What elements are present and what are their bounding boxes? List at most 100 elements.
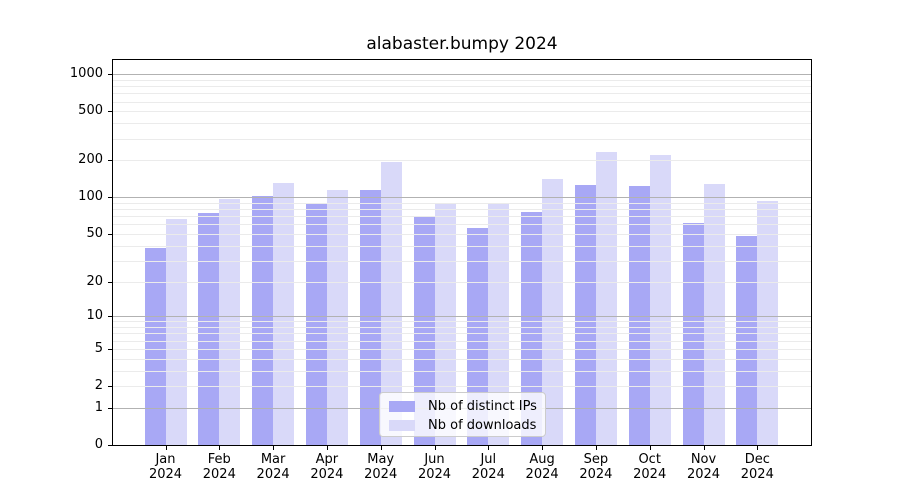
x-label-year: 2024 <box>202 467 236 482</box>
y-tick-label-0: 0 <box>94 437 103 452</box>
legend-swatch-downloads <box>389 420 415 431</box>
x-tick-mark-10 <box>649 446 651 450</box>
minor-gridline-90 <box>113 202 811 204</box>
minor-gridline-50 <box>113 233 811 235</box>
minor-gridline-900 <box>113 79 811 81</box>
x-tick-mark-2 <box>219 446 221 450</box>
x-label-month: May <box>367 452 395 467</box>
minor-gridline-6 <box>113 340 811 342</box>
y-tick-label-200: 200 <box>78 152 103 168</box>
y-tick-label-1: 1 <box>94 399 103 415</box>
bar-mar-2024-distinct-ips <box>252 196 274 445</box>
y-tick-mark-100 <box>108 197 113 199</box>
x-tick-mark-11 <box>703 446 705 450</box>
x-label-year: 2024 <box>686 467 721 482</box>
x-label-year: 2024 <box>364 467 398 482</box>
bar-sep-2024-downloads <box>595 152 617 445</box>
x-tick-label-feb-2024: Feb 2024 <box>187 452 251 482</box>
x-label-year: 2024 <box>525 467 559 482</box>
x-tick-label-may-2024: May 2024 <box>349 452 413 482</box>
minor-gridline-8 <box>113 327 811 328</box>
x-label-year: 2024 <box>417 467 452 482</box>
minor-gridline-70 <box>113 216 811 218</box>
x-tick-label-aug-2024: Aug 2024 <box>510 452 574 482</box>
bar-oct-2024-downloads <box>649 154 671 445</box>
major-gridline-100 <box>113 197 811 199</box>
y-tick-label-20: 20 <box>86 273 103 289</box>
y-tick-mark-500 <box>108 111 113 113</box>
bar-jun-2024-downloads <box>434 202 456 445</box>
x-label-month: Feb <box>207 452 231 467</box>
x-tick-label-nov-2024: Nov 2024 <box>672 452 736 482</box>
minor-gridline-800 <box>113 86 811 87</box>
x-tick-mark-6 <box>434 446 436 450</box>
minor-gridline-600 <box>113 101 811 103</box>
chart-title: alabaster.bumpy 2024 <box>366 34 558 54</box>
minor-gridline-2 <box>113 386 811 387</box>
x-tick-mark-9 <box>595 446 597 450</box>
y-tick-mark-10 <box>108 316 113 318</box>
bar-feb-2024-distinct-ips <box>198 213 220 445</box>
x-tick-label-jun-2024: Jun 2024 <box>403 452 467 482</box>
y-tick-label-5: 5 <box>94 340 103 356</box>
x-label-month: Apr <box>315 452 339 467</box>
bar-dec-2024-downloads <box>757 201 779 445</box>
y-tick-mark-20 <box>108 281 113 283</box>
x-label-month: Jun <box>424 452 445 467</box>
legend-item-downloads: Nb of downloads <box>380 416 545 435</box>
minor-gridline-700 <box>113 93 811 95</box>
x-label-month: Oct <box>638 452 661 467</box>
x-label-year: 2024 <box>310 467 344 482</box>
x-tick-label-jan-2024: Jan 2024 <box>134 452 198 482</box>
bar-may-2024-distinct-ips <box>359 189 381 445</box>
minor-gridline-20 <box>113 281 811 283</box>
minor-gridline-7 <box>113 333 811 335</box>
y-tick-mark-200 <box>108 160 113 162</box>
x-label-month: Dec <box>744 452 770 467</box>
x-label-month: Nov <box>690 452 717 467</box>
minor-gridline-500 <box>113 111 811 113</box>
x-tick-mark-4 <box>326 446 328 450</box>
x-tick-mark-1 <box>165 446 167 450</box>
bar-apr-2024-distinct-ips <box>305 202 327 445</box>
x-tick-label-oct-2024: Oct 2024 <box>618 452 682 482</box>
x-tick-label-apr-2024: Apr 2024 <box>295 452 359 482</box>
y-tick-mark-1 <box>108 407 113 409</box>
y-tick-label-10: 10 <box>86 308 103 324</box>
x-label-year: 2024 <box>740 467 774 482</box>
minor-gridline-9 <box>113 321 811 323</box>
minor-gridline-60 <box>113 224 811 226</box>
bar-jan-2024-distinct-ips <box>144 248 166 445</box>
legend-item-distinct-ips: Nb of distinct IPs <box>380 397 545 416</box>
bar-apr-2024-downloads <box>326 189 348 445</box>
x-tick-label-jul-2024: Jul 2024 <box>456 452 520 482</box>
y-tick-label-100: 100 <box>78 189 103 205</box>
minor-gridline-300 <box>113 138 811 140</box>
y-tick-label-50: 50 <box>86 225 103 241</box>
bar-nov-2024-downloads <box>703 184 725 445</box>
x-label-year: 2024 <box>471 467 505 482</box>
minor-gridline-40 <box>113 245 811 247</box>
x-label-year: 2024 <box>148 467 183 482</box>
minor-gridline-5 <box>113 348 811 350</box>
x-label-year: 2024 <box>579 467 613 482</box>
bar-mar-2024-downloads <box>273 183 295 445</box>
legend-label-distinct-ips: Nb of distinct IPs <box>428 398 537 414</box>
x-label-month: Sep <box>583 452 609 467</box>
y-tick-label-2: 2 <box>94 378 103 393</box>
major-gridline-10 <box>113 316 811 318</box>
legend: Nb of distinct IPs Nb of downloads <box>379 392 546 437</box>
y-tick-label-500: 500 <box>78 103 103 119</box>
x-tick-mark-12 <box>757 446 759 450</box>
minor-gridline-400 <box>113 123 811 125</box>
x-label-year: 2024 <box>256 467 290 482</box>
x-tick-label-sep-2024: Sep 2024 <box>564 452 628 482</box>
minor-gridline-80 <box>113 209 811 211</box>
y-tick-mark-2 <box>108 386 113 387</box>
bar-may-2024-downloads <box>380 162 402 445</box>
minor-gridline-200 <box>113 160 811 162</box>
bar-jul-2024-downloads <box>488 204 510 445</box>
legend-swatch-distinct-ips <box>389 401 415 412</box>
minor-gridline-3 <box>113 370 811 372</box>
